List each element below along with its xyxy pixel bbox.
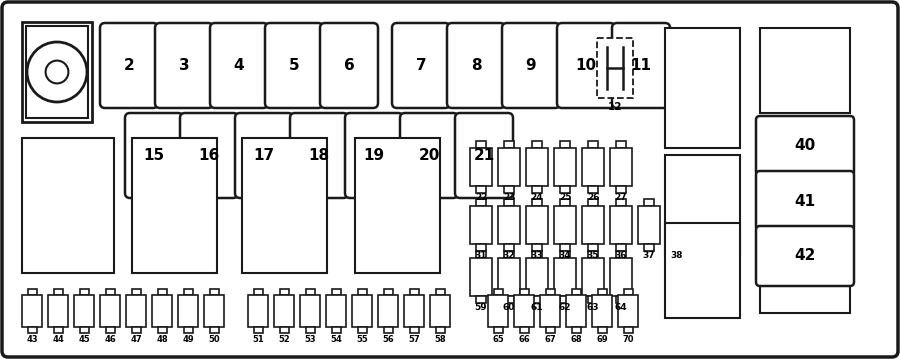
Bar bbox=[355, 138, 440, 273]
Text: 62: 62 bbox=[559, 303, 572, 312]
Bar bbox=[470, 258, 492, 296]
Bar bbox=[126, 295, 146, 327]
Bar bbox=[532, 251, 542, 258]
Bar bbox=[184, 289, 193, 295]
Bar bbox=[105, 327, 114, 333]
Bar bbox=[28, 289, 37, 295]
Text: 54: 54 bbox=[330, 335, 342, 344]
Text: 61: 61 bbox=[531, 303, 544, 312]
Text: 24: 24 bbox=[531, 193, 544, 202]
Bar bbox=[610, 258, 632, 296]
Bar bbox=[572, 289, 580, 295]
FancyBboxPatch shape bbox=[557, 23, 615, 108]
Bar bbox=[582, 148, 604, 186]
Text: 63: 63 bbox=[587, 303, 599, 312]
Bar bbox=[572, 327, 580, 333]
Bar bbox=[476, 141, 486, 148]
Bar bbox=[588, 296, 598, 303]
Bar bbox=[588, 141, 598, 148]
Bar bbox=[331, 289, 340, 295]
Bar bbox=[410, 289, 418, 295]
Text: 8: 8 bbox=[471, 58, 482, 73]
Bar bbox=[476, 251, 486, 258]
Bar bbox=[410, 327, 418, 333]
FancyBboxPatch shape bbox=[756, 171, 854, 231]
Bar bbox=[560, 199, 570, 206]
Bar bbox=[504, 199, 514, 206]
Text: 49: 49 bbox=[182, 335, 194, 344]
Text: 45: 45 bbox=[78, 335, 90, 344]
Text: 66: 66 bbox=[518, 335, 530, 344]
FancyBboxPatch shape bbox=[400, 113, 458, 198]
Bar bbox=[504, 251, 514, 258]
Bar bbox=[532, 141, 542, 148]
Text: 43: 43 bbox=[26, 335, 38, 344]
Bar bbox=[184, 327, 193, 333]
Bar bbox=[305, 289, 314, 295]
Text: 3: 3 bbox=[179, 58, 189, 73]
Bar bbox=[624, 289, 633, 295]
Bar bbox=[519, 327, 528, 333]
Bar bbox=[582, 258, 604, 296]
Bar bbox=[53, 327, 62, 333]
Text: 32: 32 bbox=[503, 251, 515, 260]
Text: 23: 23 bbox=[503, 193, 515, 202]
Bar bbox=[616, 296, 626, 303]
Bar bbox=[616, 199, 626, 206]
FancyBboxPatch shape bbox=[502, 23, 560, 108]
FancyBboxPatch shape bbox=[455, 113, 513, 198]
Bar bbox=[566, 295, 586, 327]
Bar bbox=[352, 295, 372, 327]
Bar bbox=[53, 289, 62, 295]
Bar bbox=[618, 295, 638, 327]
Bar bbox=[470, 148, 492, 186]
FancyBboxPatch shape bbox=[612, 23, 670, 108]
Bar bbox=[152, 295, 172, 327]
FancyBboxPatch shape bbox=[756, 226, 854, 286]
Bar bbox=[74, 295, 94, 327]
Bar bbox=[616, 244, 626, 251]
FancyBboxPatch shape bbox=[180, 113, 238, 198]
FancyBboxPatch shape bbox=[756, 116, 854, 176]
Bar bbox=[28, 327, 37, 333]
Text: 22: 22 bbox=[475, 193, 487, 202]
Bar bbox=[357, 327, 366, 333]
Bar bbox=[624, 327, 633, 333]
Bar bbox=[532, 199, 542, 206]
Text: 10: 10 bbox=[575, 58, 597, 73]
Text: 18: 18 bbox=[309, 148, 329, 163]
Bar bbox=[436, 289, 445, 295]
Bar bbox=[131, 327, 140, 333]
Text: 9: 9 bbox=[526, 58, 536, 73]
Bar bbox=[498, 148, 520, 186]
Bar bbox=[22, 138, 114, 273]
Bar bbox=[616, 141, 626, 148]
Bar bbox=[598, 289, 607, 295]
FancyBboxPatch shape bbox=[345, 113, 403, 198]
Circle shape bbox=[27, 42, 87, 102]
Text: 4: 4 bbox=[234, 58, 244, 73]
Bar bbox=[592, 295, 612, 327]
Bar bbox=[404, 295, 424, 327]
Bar bbox=[666, 206, 688, 244]
Text: 33: 33 bbox=[531, 251, 544, 260]
Bar bbox=[470, 206, 492, 244]
Text: 12: 12 bbox=[608, 102, 622, 112]
Text: 59: 59 bbox=[474, 303, 487, 312]
Bar bbox=[105, 289, 114, 295]
Bar bbox=[554, 148, 576, 186]
FancyBboxPatch shape bbox=[210, 23, 268, 108]
Text: 65: 65 bbox=[492, 335, 504, 344]
Bar bbox=[560, 186, 570, 193]
Bar bbox=[597, 38, 633, 98]
Bar bbox=[532, 296, 542, 303]
Bar bbox=[254, 289, 263, 295]
Bar bbox=[504, 296, 514, 303]
FancyBboxPatch shape bbox=[447, 23, 505, 108]
Bar bbox=[248, 295, 268, 327]
Bar bbox=[22, 295, 42, 327]
Text: 51: 51 bbox=[252, 335, 264, 344]
Bar bbox=[158, 327, 166, 333]
Bar bbox=[526, 258, 548, 296]
